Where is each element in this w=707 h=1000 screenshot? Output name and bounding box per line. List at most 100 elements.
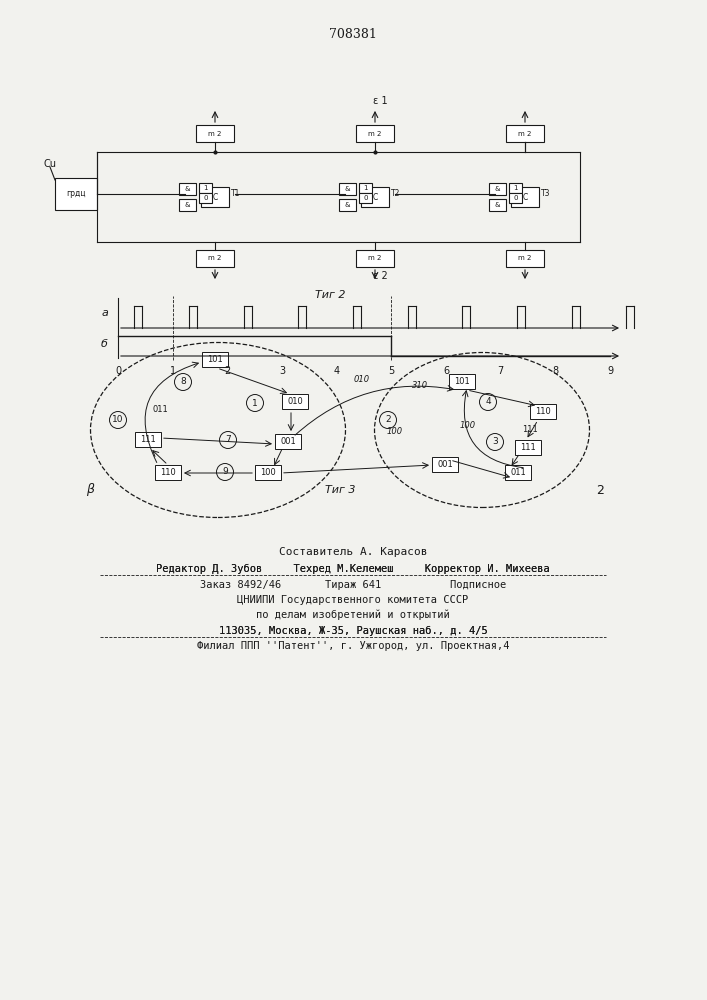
Text: m 2: m 2	[518, 130, 532, 136]
Text: 2: 2	[385, 416, 391, 424]
Text: 10: 10	[112, 416, 124, 424]
FancyBboxPatch shape	[275, 434, 301, 449]
FancyBboxPatch shape	[530, 404, 556, 419]
Text: Составитель А. Карасов: Составитель А. Карасов	[279, 547, 427, 557]
Text: 0: 0	[513, 195, 518, 201]
FancyBboxPatch shape	[511, 187, 539, 207]
FancyBboxPatch shape	[199, 183, 212, 193]
Text: 3: 3	[492, 438, 498, 446]
FancyBboxPatch shape	[515, 440, 541, 455]
FancyBboxPatch shape	[506, 125, 544, 142]
FancyBboxPatch shape	[359, 193, 372, 203]
Text: 111: 111	[140, 435, 156, 444]
FancyBboxPatch shape	[179, 183, 196, 195]
Text: 7: 7	[225, 436, 231, 444]
FancyBboxPatch shape	[179, 199, 196, 211]
Text: 001: 001	[280, 437, 296, 446]
Text: 5: 5	[388, 366, 395, 376]
FancyBboxPatch shape	[155, 465, 181, 480]
Text: &: &	[185, 186, 190, 192]
Text: Филиал ППП ''Патент'', г. Ужгород, ул. Проектная,4: Филиал ППП ''Патент'', г. Ужгород, ул. П…	[197, 641, 509, 651]
Text: &: &	[345, 202, 350, 208]
Text: T2: T2	[391, 188, 400, 198]
FancyBboxPatch shape	[282, 394, 308, 409]
Text: m 2: m 2	[209, 130, 222, 136]
Text: Редактор Д. Зубов     Техред М.Келемеш     Корректор И. Михеева: Редактор Д. Зубов Техред М.Келемеш Корре…	[156, 564, 550, 574]
FancyBboxPatch shape	[356, 125, 394, 142]
Text: 010: 010	[354, 375, 370, 384]
Text: a: a	[101, 308, 108, 318]
Text: ЦНИИПИ Государственного комитета СССР: ЦНИИПИ Государственного комитета СССР	[238, 595, 469, 605]
FancyBboxPatch shape	[55, 178, 97, 210]
Text: грдц: грдц	[66, 190, 86, 198]
Text: Τиг 2: Τиг 2	[315, 290, 345, 300]
Text: 101: 101	[207, 355, 223, 364]
Text: 4: 4	[485, 397, 491, 406]
Text: 011: 011	[152, 406, 168, 414]
Text: 113035, Москва, Ж-35, Раушская наб., д. 4/5: 113035, Москва, Ж-35, Раушская наб., д. …	[218, 626, 487, 636]
Text: 6: 6	[443, 366, 449, 376]
Text: 4: 4	[334, 366, 340, 376]
Text: 1: 1	[252, 398, 258, 408]
FancyBboxPatch shape	[361, 187, 389, 207]
Text: T3: T3	[541, 188, 551, 198]
Text: C: C	[373, 192, 378, 202]
Text: 708381: 708381	[329, 28, 377, 41]
FancyBboxPatch shape	[505, 465, 531, 480]
Text: m 2: m 2	[368, 130, 382, 136]
Text: 0: 0	[203, 195, 208, 201]
Text: 3: 3	[279, 366, 285, 376]
Text: Τиг 3: Τиг 3	[325, 485, 355, 495]
Text: 110: 110	[535, 407, 551, 416]
Text: 101: 101	[454, 377, 470, 386]
Text: 100: 100	[260, 468, 276, 477]
Text: 310: 310	[412, 380, 428, 389]
Text: 001: 001	[437, 460, 453, 469]
FancyBboxPatch shape	[199, 193, 212, 203]
Text: 1: 1	[170, 366, 176, 376]
Text: б: б	[101, 339, 108, 349]
FancyBboxPatch shape	[339, 183, 356, 195]
Text: &: &	[495, 202, 501, 208]
Text: 111: 111	[522, 426, 538, 434]
Text: Редактор Д. Зубов     Техред М.Келемеш     Корректор И. Михеева: Редактор Д. Зубов Техред М.Келемеш Корре…	[156, 564, 550, 574]
Text: T1: T1	[231, 188, 240, 198]
Text: 0: 0	[363, 195, 368, 201]
Text: 010: 010	[287, 397, 303, 406]
Text: Заказ 8492/46       Тираж 641           Подписное: Заказ 8492/46 Тираж 641 Подписное	[200, 580, 506, 590]
FancyBboxPatch shape	[359, 183, 372, 193]
Text: по делам изобретений и открытий: по делам изобретений и открытий	[256, 610, 450, 620]
FancyBboxPatch shape	[202, 352, 228, 367]
FancyBboxPatch shape	[196, 125, 234, 142]
FancyBboxPatch shape	[509, 183, 522, 193]
FancyBboxPatch shape	[356, 250, 394, 267]
Text: &: &	[495, 186, 501, 192]
Text: 9: 9	[607, 366, 613, 376]
Text: 011: 011	[510, 468, 526, 477]
Text: β: β	[86, 484, 94, 496]
FancyBboxPatch shape	[489, 199, 506, 211]
Text: 113035, Москва, Ж-35, Раушская наб., д. 4/5: 113035, Москва, Ж-35, Раушская наб., д. …	[218, 626, 487, 636]
Text: &: &	[185, 202, 190, 208]
Text: 100: 100	[387, 428, 403, 436]
FancyBboxPatch shape	[506, 250, 544, 267]
Text: 9: 9	[222, 468, 228, 477]
Text: 2: 2	[224, 366, 230, 376]
Text: C: C	[212, 192, 218, 202]
Text: Cu: Cu	[43, 159, 56, 169]
Text: 2: 2	[596, 484, 604, 496]
Text: &: &	[345, 186, 350, 192]
FancyBboxPatch shape	[255, 465, 281, 480]
Text: 1: 1	[513, 185, 518, 191]
FancyBboxPatch shape	[201, 187, 229, 207]
FancyBboxPatch shape	[449, 374, 475, 389]
Text: 0: 0	[115, 366, 121, 376]
Text: C: C	[522, 192, 527, 202]
Text: 7: 7	[498, 366, 504, 376]
Text: m 2: m 2	[368, 255, 382, 261]
FancyBboxPatch shape	[509, 193, 522, 203]
Text: 1: 1	[363, 185, 368, 191]
FancyBboxPatch shape	[432, 457, 458, 472]
FancyBboxPatch shape	[489, 183, 506, 195]
FancyBboxPatch shape	[196, 250, 234, 267]
